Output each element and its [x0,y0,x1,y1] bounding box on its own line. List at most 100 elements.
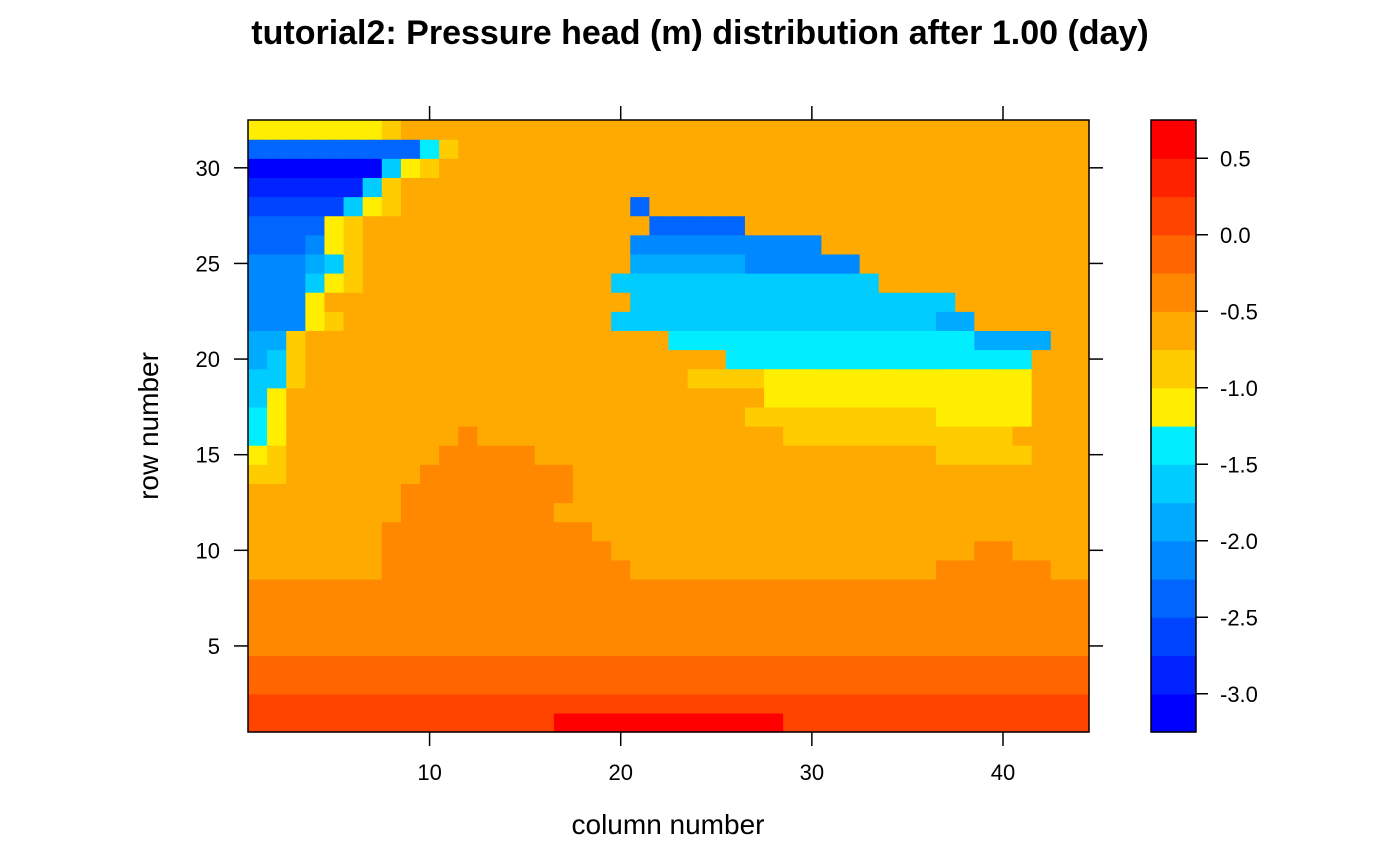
heatmap-cell [572,655,593,676]
heatmap-cell [916,636,937,657]
heatmap-cell [878,120,899,140]
heatmap-cell [439,253,459,274]
heatmap-cell [802,426,823,446]
heatmap-cell [630,196,650,217]
heatmap-cell [802,540,823,561]
heatmap-cell [286,521,306,542]
heatmap-cell [1069,387,1090,408]
heatmap-cell [706,406,727,427]
heatmap-cell [1031,253,1052,274]
heatmap-cell [286,349,306,370]
heatmap-cell [592,406,612,427]
heatmap-cell [859,368,880,389]
heatmap-cell [324,349,345,370]
heatmap-cell [687,330,708,351]
heatmap-cell [534,598,555,618]
heatmap-cell [955,387,975,408]
heatmap-cell [458,330,478,351]
heatmap-cell [764,617,784,637]
heatmap-cell [897,158,918,178]
y-tick-label: 15 [196,443,220,468]
heatmap-cell [248,387,268,408]
heatmap-cell [764,559,784,580]
heatmap-cell [821,559,842,580]
heatmap-cell [305,636,326,657]
heatmap-cell [649,120,670,140]
heatmap-cell [534,311,555,331]
heatmap-cell [477,215,498,236]
heatmap-cell [458,292,478,312]
heatmap-cell [1069,598,1090,618]
heatmap-cell [286,617,306,637]
heatmap-cell [592,311,612,331]
y-tick-label: 10 [196,538,220,563]
heatmap-cell [248,636,268,657]
heatmap-cell [572,712,593,733]
heatmap-cell [764,215,784,236]
heatmap-cell [439,598,459,618]
heatmap-cell [1031,655,1052,676]
x-tick-label: 40 [991,760,1015,785]
heatmap-cell [878,521,899,542]
heatmap-cell [324,330,345,351]
colorbar-tick-label: -1.5 [1220,452,1258,477]
heatmap-cell [286,177,306,198]
heatmap-cell [496,674,517,695]
heatmap-cell [248,330,268,351]
heatmap-cell [649,483,670,504]
heatmap-cell [840,464,861,484]
heatmap-cell [267,502,287,523]
heatmap-cell [1031,368,1052,389]
heatmap-cell [783,406,803,427]
heatmap-cell [553,559,574,580]
heatmap-cell [916,215,937,236]
heatmap-cell [916,273,937,293]
heatmap-cell [592,330,612,351]
heatmap-cell [343,368,364,389]
heatmap-cell [840,311,861,331]
heatmap-cell [783,617,803,637]
heatmap-cell [1050,196,1071,217]
heatmap-cell [725,253,746,274]
heatmap-cell [362,406,383,427]
heatmap-cell [916,387,937,408]
heatmap-cell [974,292,995,312]
heatmap-cell [821,177,842,198]
heatmap-cell [840,598,861,618]
heatmap-cell [286,253,306,274]
heatmap-cell [744,445,765,465]
y-tick-label: 20 [196,347,220,372]
heatmap-cell [343,483,364,504]
heatmap-cell [668,387,689,408]
heatmap-cell [859,292,880,312]
heatmap-cell [916,521,937,542]
heatmap-cell [974,349,995,370]
heatmap-cell [592,655,612,676]
heatmap-cell [974,712,995,733]
x-axis-label: column number [572,809,765,840]
heatmap-cell [802,579,823,599]
heatmap-cell [611,559,631,580]
heatmap-cell [687,349,708,370]
heatmap-cell [381,674,402,695]
heatmap-cell [955,712,975,733]
heatmap-cell [515,196,536,217]
heatmap-cell [592,483,612,504]
heatmap-cell [993,598,1014,618]
heatmap-cell [802,502,823,523]
heatmap-cell [668,406,689,427]
heatmap-cell [897,426,918,446]
heatmap-cell [878,674,899,695]
heatmap-cell [764,426,784,446]
heatmap-cell [687,617,708,637]
heatmap-cell [267,521,287,542]
colorbar-tick-label: -0.5 [1220,299,1258,324]
heatmap-cell [974,387,995,408]
heatmap-cell [974,273,995,293]
heatmap-cell [859,521,880,542]
heatmap-cell [496,502,517,523]
heatmap-cell [458,579,478,599]
colorbar-swatch [1151,693,1196,733]
heatmap-cell [592,579,612,599]
heatmap-cell [1069,177,1090,198]
